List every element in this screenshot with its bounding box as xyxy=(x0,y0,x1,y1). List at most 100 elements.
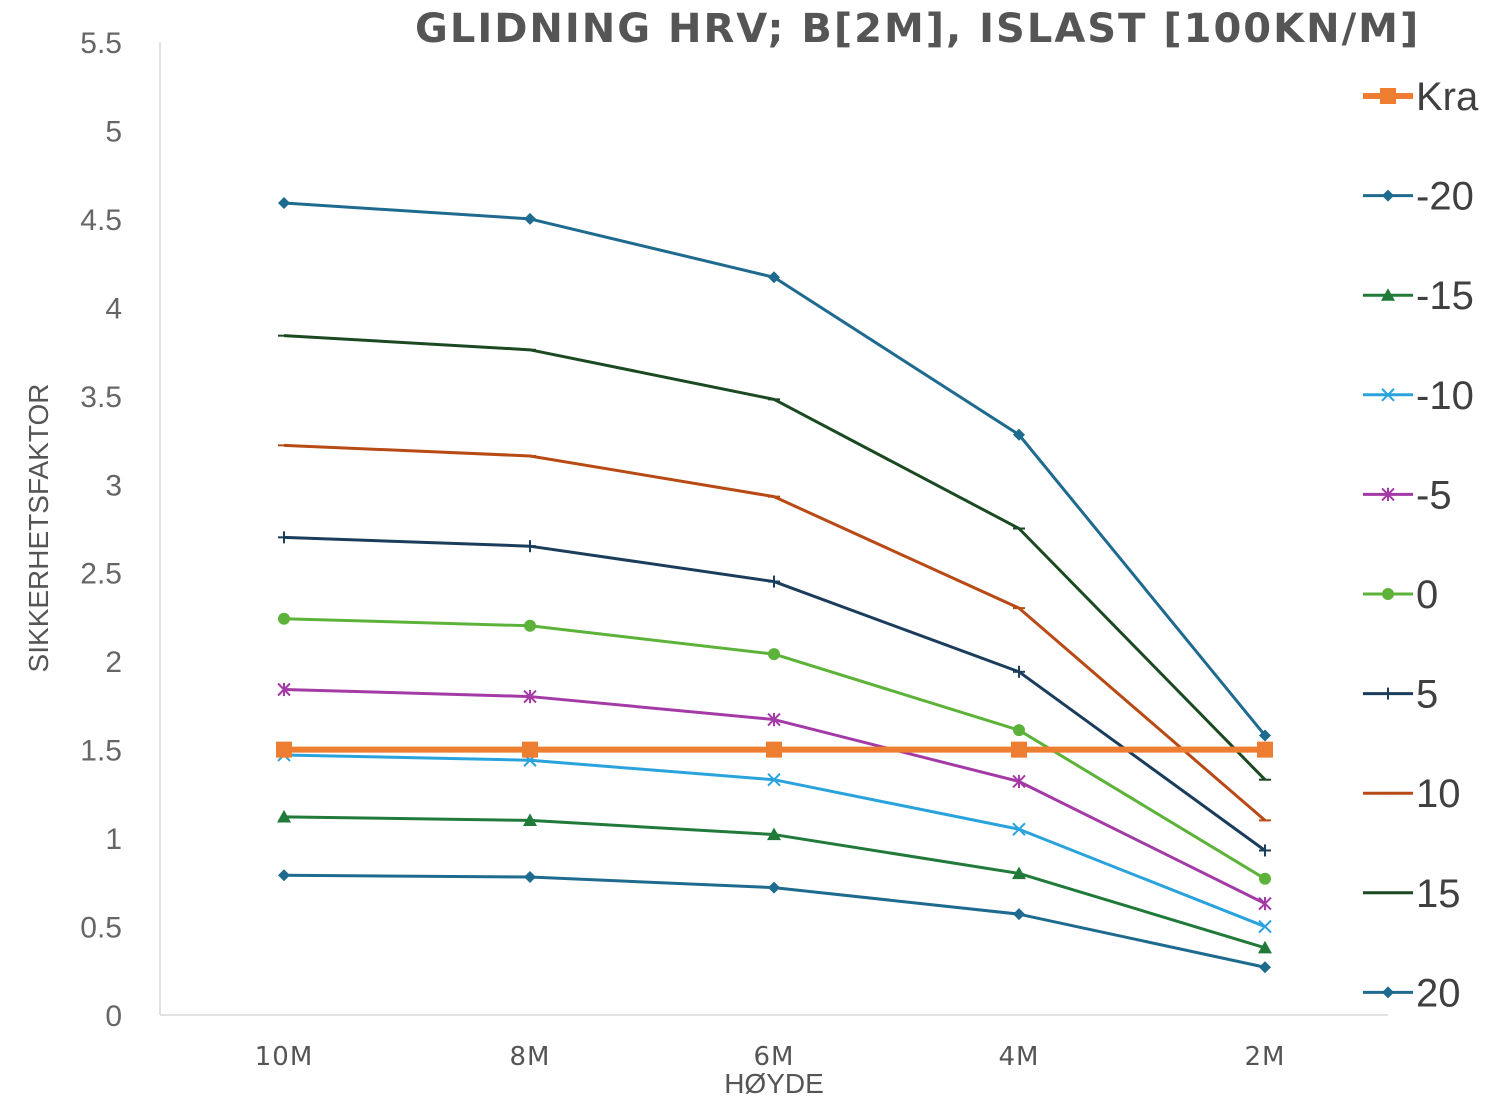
legend-item: 10 xyxy=(1363,772,1461,816)
legend-item: 5 xyxy=(1363,673,1438,717)
y-tick-label: 4 xyxy=(105,292,122,325)
x-marker xyxy=(767,773,781,787)
series--15 xyxy=(277,809,1272,954)
series-10 xyxy=(278,443,1271,822)
diamond-marker xyxy=(768,271,780,284)
series-line xyxy=(283,443,1266,822)
diamond-marker xyxy=(524,212,536,225)
plus-marker xyxy=(278,531,290,544)
diamond-marker xyxy=(1259,961,1271,974)
diamond-marker xyxy=(1013,428,1025,441)
series-20 xyxy=(278,869,1271,974)
legend-label: 10 xyxy=(1416,772,1461,816)
star-marker xyxy=(277,682,291,697)
series-0 xyxy=(278,612,1271,885)
y-tick-label: 0 xyxy=(105,1000,122,1033)
circle-marker xyxy=(768,648,780,661)
legend-label: -5 xyxy=(1416,473,1452,517)
square-marker xyxy=(522,741,538,758)
y-tick-label: 3 xyxy=(105,469,122,502)
plus-marker xyxy=(1382,687,1394,700)
star-marker xyxy=(523,689,537,704)
legend-label: 0 xyxy=(1416,573,1438,617)
diamond-marker xyxy=(278,196,290,209)
x-tick-label: 6M xyxy=(754,1042,795,1072)
legend: Kra -20 -15 -10 -5 0 5 10 15 20 xyxy=(1363,75,1479,1015)
star-marker xyxy=(1012,774,1026,789)
diamond-marker xyxy=(1382,189,1394,202)
circle-marker xyxy=(278,612,290,625)
series--20 xyxy=(278,196,1271,742)
y-tick-label: 1.5 xyxy=(80,735,122,768)
axes: 0 0.5 1 1.5 2 2.5 3 3.5 4 4.5 5 5.5 10M 8M 6M 4M 2M HØYDE… xyxy=(23,27,1388,1099)
triangle-marker xyxy=(523,813,537,826)
legend-item: Kra xyxy=(1363,75,1479,119)
x-marker xyxy=(1258,919,1272,934)
diamond-marker xyxy=(1013,908,1025,921)
y-tick-label: 0.5 xyxy=(80,912,122,945)
legend-item: -5 xyxy=(1363,473,1452,517)
star-marker xyxy=(1381,487,1395,502)
chart-title: GLIDNING HRV; B[2M], ISLAST [100KN/M] xyxy=(415,6,1421,52)
legend-label: Kra xyxy=(1416,75,1479,119)
diamond-marker xyxy=(1259,729,1271,742)
circle-marker xyxy=(1382,588,1394,600)
y-tick-label: 5.5 xyxy=(80,27,122,60)
triangle-marker xyxy=(1381,288,1395,301)
legend-item: 15 xyxy=(1363,872,1461,916)
triangle-marker xyxy=(1012,866,1026,880)
triangle-marker xyxy=(277,809,291,823)
y-tick-label: 4.5 xyxy=(80,204,122,237)
square-marker xyxy=(1011,741,1027,758)
star-marker xyxy=(1258,896,1272,911)
y-tick-label: 1 xyxy=(105,823,122,856)
y-tick-label: 5 xyxy=(105,115,122,148)
legend-item: -10 xyxy=(1363,374,1474,418)
x-tick-label: 10M xyxy=(255,1042,314,1072)
square-marker xyxy=(766,741,782,758)
circle-marker xyxy=(1259,872,1271,885)
triangle-marker xyxy=(1258,940,1272,954)
legend-label: -20 xyxy=(1416,175,1474,219)
legend-label: 5 xyxy=(1416,673,1438,717)
x-marker xyxy=(1381,388,1395,402)
x-marker xyxy=(1012,822,1026,836)
legend-item: -15 xyxy=(1363,274,1474,318)
plus-marker xyxy=(1013,665,1025,678)
diamond-marker xyxy=(768,881,780,894)
series-5 xyxy=(278,531,1271,857)
x-axis-label: HØYDE xyxy=(724,1068,824,1099)
legend-label: -15 xyxy=(1416,274,1474,318)
square-marker xyxy=(276,741,292,758)
diamond-marker xyxy=(278,869,290,882)
x-tick-label: 4M xyxy=(999,1042,1040,1072)
star-marker xyxy=(767,712,781,727)
plus-marker xyxy=(768,575,780,588)
legend-item: 20 xyxy=(1363,971,1461,1015)
x-tick-label: 2M xyxy=(1245,1042,1286,1072)
plus-marker xyxy=(1259,844,1271,857)
legend-label: 15 xyxy=(1416,872,1461,916)
legend-item: 0 xyxy=(1363,573,1438,617)
x-tick-label: 8M xyxy=(510,1042,551,1072)
circle-marker xyxy=(524,619,536,632)
diamond-marker xyxy=(1382,986,1394,999)
series-lines xyxy=(276,196,1273,974)
y-tick-label: 2 xyxy=(105,646,122,679)
series-15 xyxy=(278,334,1271,781)
circle-marker xyxy=(1013,724,1025,737)
series--5 xyxy=(277,682,1272,911)
y-tick-label: 2.5 xyxy=(80,558,122,591)
y-tick-label: 3.5 xyxy=(80,381,122,414)
triangle-marker xyxy=(767,827,781,841)
square-marker xyxy=(1257,741,1273,758)
square-marker xyxy=(1380,88,1396,104)
diamond-marker xyxy=(524,871,536,884)
legend-item: -20 xyxy=(1363,175,1474,219)
legend-label: 20 xyxy=(1416,971,1461,1015)
legend-label: -10 xyxy=(1416,374,1474,418)
series-Kra xyxy=(276,741,1273,758)
y-axis-label: SIKKERHETSFAKTOR xyxy=(23,384,54,673)
plus-marker xyxy=(524,540,536,553)
